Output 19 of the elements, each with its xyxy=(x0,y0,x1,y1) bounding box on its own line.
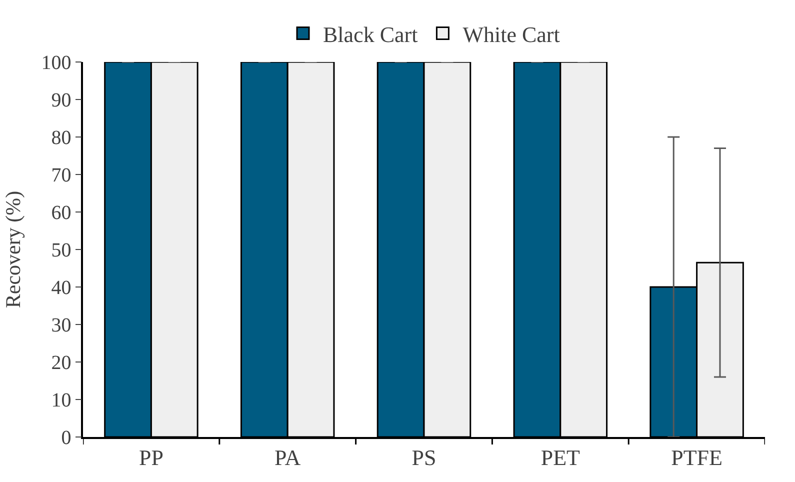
legend-label: White Cart xyxy=(462,22,560,47)
y-tick-label: 20 xyxy=(51,352,72,374)
x-tick-label: PS xyxy=(412,445,436,470)
y-tick-label: 90 xyxy=(51,90,72,112)
x-tick-label: PTFE xyxy=(671,445,722,470)
y-tick-label: 80 xyxy=(51,127,72,149)
y-tick-label: 30 xyxy=(51,314,72,336)
x-tick-label: PA xyxy=(274,445,301,470)
x-tick-label: PP xyxy=(138,445,164,470)
x-tick-label: PET xyxy=(540,445,581,470)
y-tick-label: 40 xyxy=(51,277,72,299)
y-tick-label: 70 xyxy=(51,164,72,186)
y-tick-label: 0 xyxy=(61,427,72,449)
y-tick-label: 10 xyxy=(51,390,72,412)
legend-label: Black Cart xyxy=(323,22,418,47)
y-tick-label: 50 xyxy=(51,240,72,262)
y-tick-label: 60 xyxy=(51,202,72,224)
y-axis-title: Recovery (%) xyxy=(0,190,25,308)
y-tick-label: 100 xyxy=(41,52,72,74)
